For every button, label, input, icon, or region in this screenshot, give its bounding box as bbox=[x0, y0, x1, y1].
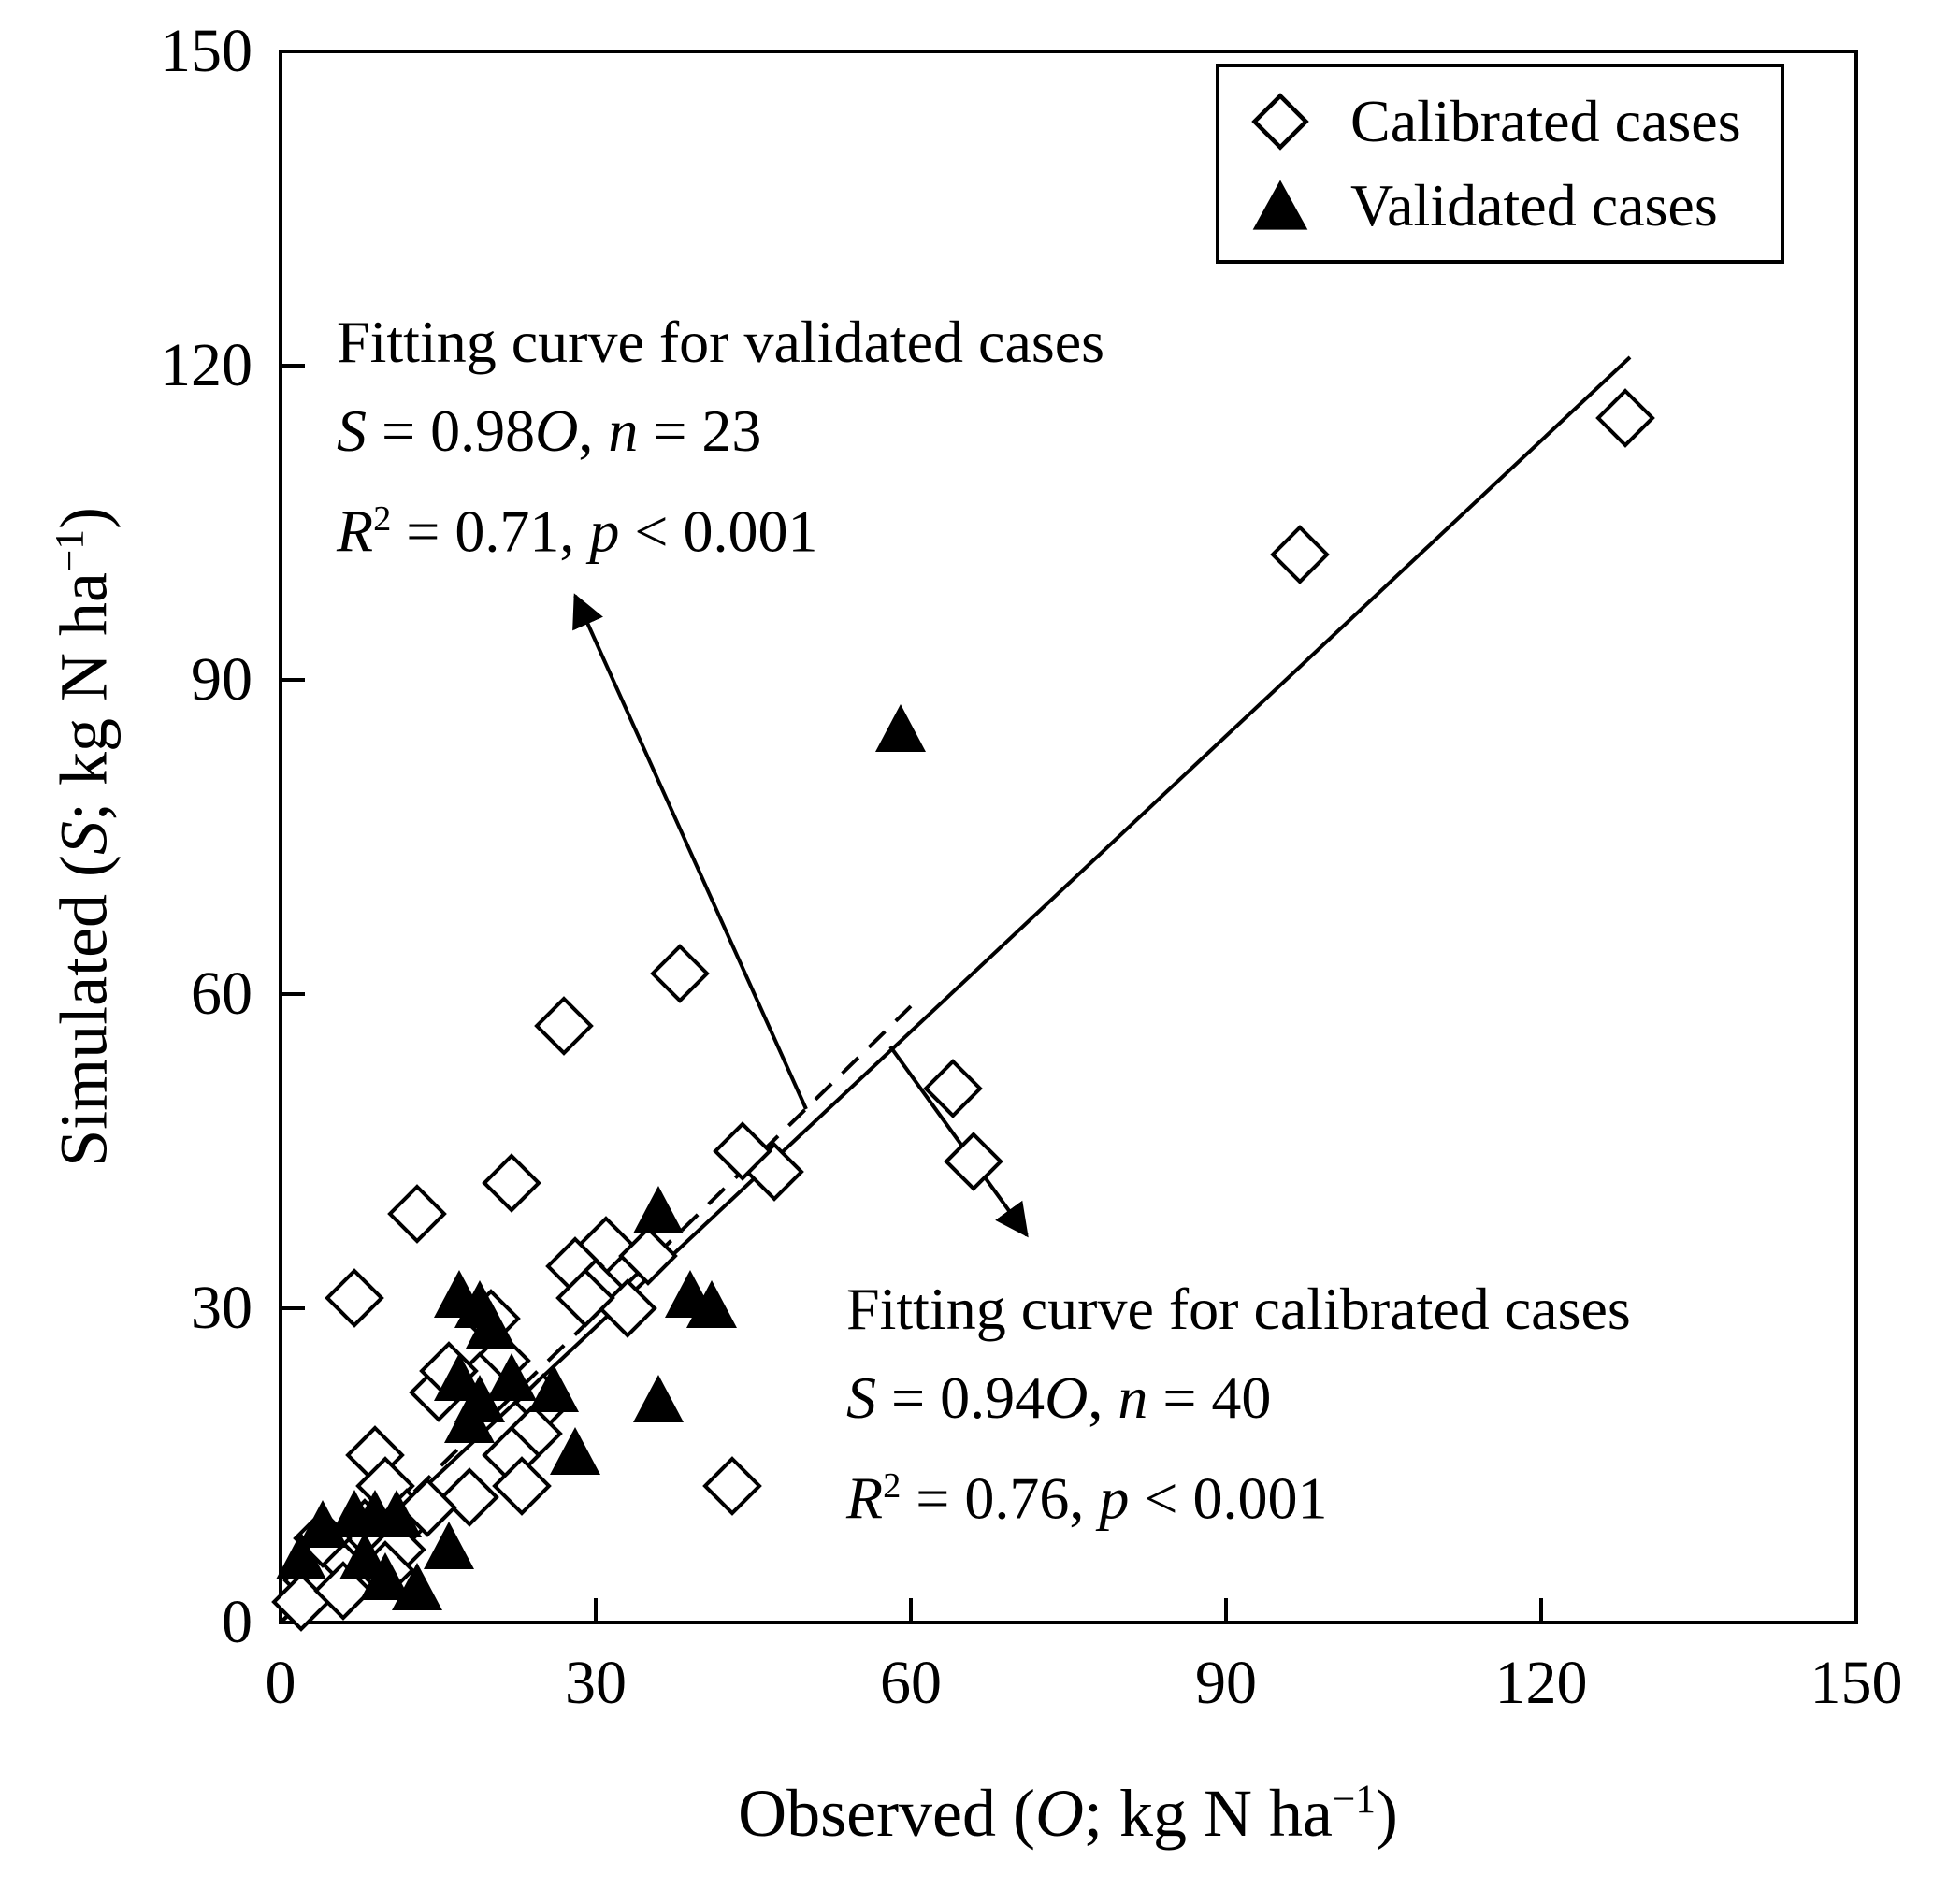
open-diamond-icon bbox=[1251, 93, 1309, 151]
calibrated-point bbox=[482, 1153, 541, 1213]
legend: Calibrated cases Validated cases bbox=[1216, 64, 1784, 264]
calibrated-point bbox=[923, 1059, 983, 1118]
validated-point bbox=[633, 1186, 684, 1233]
annotation-arrow bbox=[888, 1045, 1029, 1238]
legend-entry-calibrated: Calibrated cases bbox=[1249, 82, 1741, 161]
calibrated-point bbox=[618, 1226, 678, 1286]
filled-triangle-icon bbox=[1252, 180, 1308, 230]
validated-point bbox=[444, 1395, 495, 1443]
annotation-calibrated-fit: Fitting curve for calibrated cases S = 0… bbox=[846, 1264, 1631, 1542]
calibrated-point bbox=[944, 1132, 1003, 1191]
annotation-line: S = 0.98O, n = 23 bbox=[337, 397, 762, 464]
solid-fit-line bbox=[279, 355, 1632, 1624]
annotation-line: S = 0.94O, n = 40 bbox=[846, 1364, 1272, 1431]
annotation-line: R2 = 0.71, p < 0.001 bbox=[337, 498, 818, 565]
calibrated-point bbox=[1270, 525, 1330, 584]
annotation-line: Fitting curve for calibrated cases bbox=[846, 1276, 1631, 1342]
x-axis-title: Observed (O; kg N ha−1) bbox=[738, 1776, 1398, 1851]
legend-entry-validated: Validated cases bbox=[1249, 166, 1741, 245]
annotation-arrow bbox=[572, 593, 808, 1110]
calibrated-point bbox=[1595, 388, 1655, 448]
validated-point bbox=[276, 1532, 326, 1579]
validated-point bbox=[424, 1522, 474, 1569]
calibrated-point bbox=[492, 1456, 552, 1516]
annotation-line: R2 = 0.76, p < 0.001 bbox=[846, 1464, 1328, 1532]
validated-point bbox=[371, 1490, 422, 1537]
calibrated-point bbox=[534, 996, 594, 1056]
calibrated-point bbox=[387, 1184, 447, 1244]
calibrated-point bbox=[440, 1467, 499, 1527]
validated-point bbox=[466, 1301, 516, 1349]
validated-point bbox=[528, 1364, 579, 1412]
calibrated-point bbox=[713, 1121, 772, 1181]
validated-point bbox=[686, 1280, 737, 1328]
calibrated-point bbox=[650, 944, 710, 1003]
validated-point bbox=[633, 1375, 684, 1422]
y-axis-title: Simulated (S; kg N ha−1) bbox=[46, 507, 122, 1167]
validated-point bbox=[875, 704, 926, 752]
validated-point bbox=[550, 1427, 600, 1475]
validated-point bbox=[434, 1353, 484, 1401]
legend-label-validated: Validated cases bbox=[1350, 172, 1718, 238]
validated-point bbox=[360, 1552, 411, 1600]
calibrated-point bbox=[397, 1478, 457, 1537]
annotation-validated-fit: Fitting curve for validated cases S = 0.… bbox=[337, 297, 1104, 575]
legend-label-calibrated: Calibrated cases bbox=[1350, 88, 1741, 154]
calibrated-point bbox=[555, 1268, 615, 1328]
plot-border bbox=[279, 50, 1858, 1624]
validated-point bbox=[392, 1563, 442, 1610]
annotation-line: Fitting curve for validated cases bbox=[337, 309, 1105, 375]
calibrated-point bbox=[702, 1456, 762, 1516]
calibrated-point bbox=[325, 1268, 384, 1328]
validated-point bbox=[486, 1353, 537, 1401]
